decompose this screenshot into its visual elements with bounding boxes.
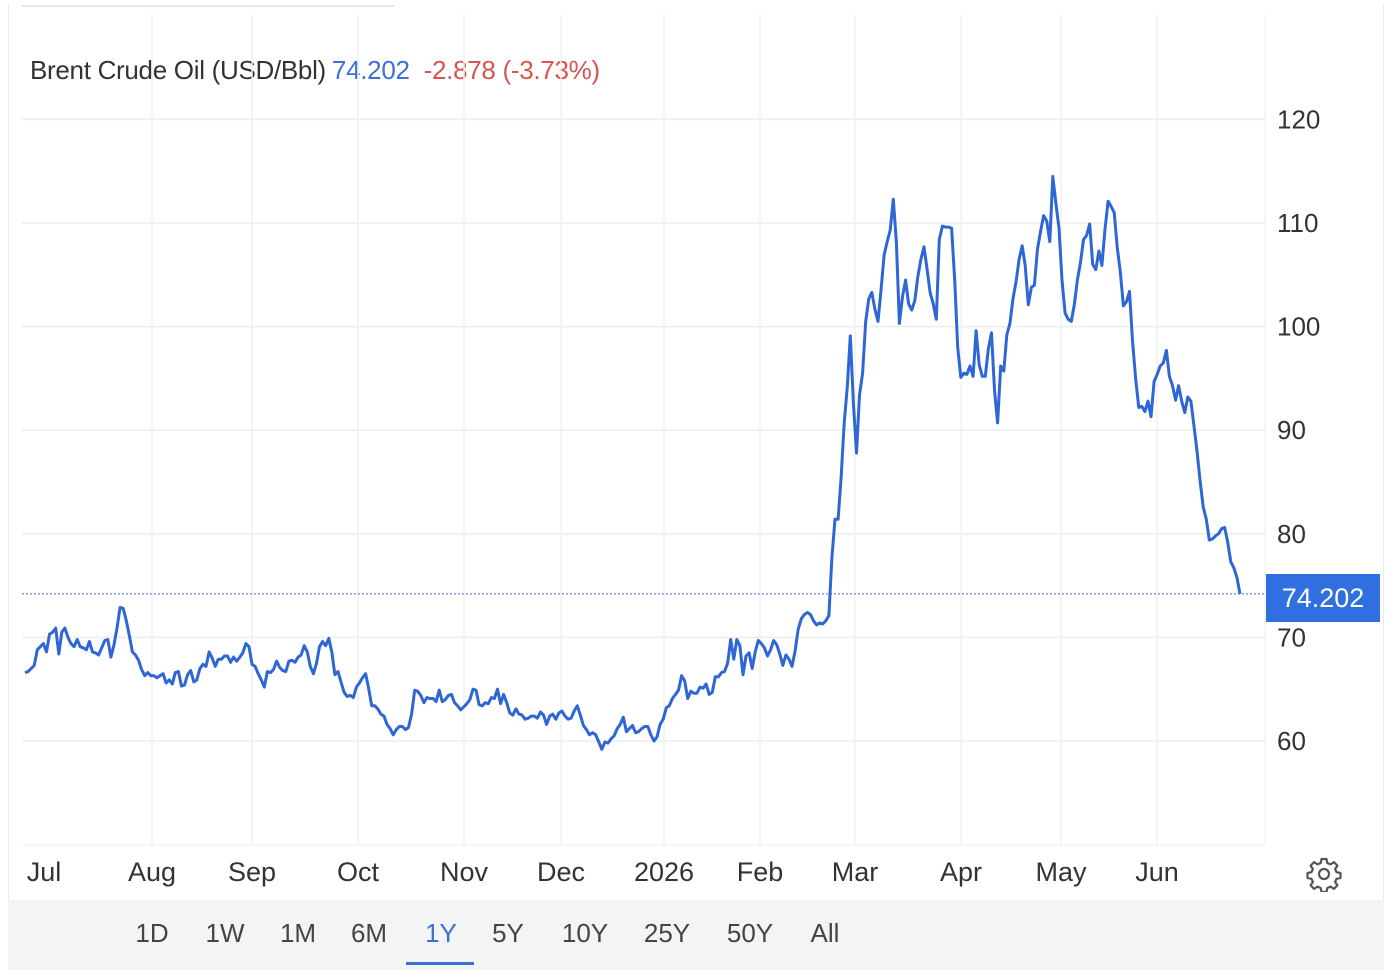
y-tick-label: 60	[1277, 726, 1306, 756]
x-tick-label: Oct	[337, 857, 380, 887]
x-tick-label: Jul	[27, 857, 62, 887]
range-button-1w[interactable]: 1W	[205, 918, 245, 948]
price-chart[interactable]: 60 70 80 90 100 110 120 Jul Aug Sep Oct Nov Dec 2026…	[0, 0, 1400, 900]
current-price: 74.202	[331, 55, 410, 85]
range-button-10y[interactable]: 10Y	[561, 918, 609, 948]
settings-button[interactable]	[1306, 856, 1342, 894]
x-tick-label: Nov	[440, 857, 489, 887]
x-tick-label: Apr	[940, 857, 982, 887]
x-axis-labels: Jul Aug Sep Oct Nov Dec 2026 Feb Mar Apr May Jun	[27, 857, 1179, 887]
chart-header: Brent Crude Oil (USD/Bbl) 74.202 -2.878 (-…	[30, 55, 600, 86]
y-tick-label: 80	[1277, 519, 1306, 549]
range-button-1m[interactable]: 1M	[279, 918, 317, 948]
range-selector-bar	[8, 900, 1384, 970]
last-value-badge: 74.202	[1266, 574, 1380, 622]
range-button-1y[interactable]: 1Y	[425, 918, 457, 948]
range-button-50y[interactable]: 50Y	[726, 918, 774, 948]
y-axis-labels: 60 70 80 90 100 110 120	[1277, 104, 1320, 756]
gear-icon	[1306, 857, 1342, 894]
y-tick-label: 120	[1277, 104, 1320, 134]
x-tick-label: Aug	[128, 857, 176, 887]
range-button-6m[interactable]: 6M	[350, 918, 388, 948]
x-tick-label: Mar	[832, 857, 879, 887]
x-tick-label: Sep	[228, 857, 276, 887]
instrument-title: Brent Crude Oil (USD/Bbl)	[30, 55, 326, 85]
x-tick-label: 2026	[634, 857, 694, 887]
range-button-all[interactable]: All	[810, 918, 840, 948]
x-tick-label: Dec	[537, 857, 585, 887]
range-button-5y[interactable]: 5Y	[492, 918, 524, 948]
y-tick-label: 100	[1277, 312, 1320, 342]
chart-widget	[8, 4, 1384, 970]
selected-range-indicator	[406, 962, 474, 965]
price-series-line	[24, 174, 1242, 751]
horizontal-gridlines	[22, 118, 1265, 742]
range-button-1d[interactable]: 1D	[135, 918, 169, 948]
x-tick-label: Jun	[1135, 857, 1179, 887]
tab-underline-decoration	[22, 5, 394, 7]
price-change: -2.878 (-3.73%)	[423, 55, 600, 85]
range-button-25y[interactable]: 25Y	[643, 918, 691, 948]
x-tick-label: Feb	[737, 857, 784, 887]
y-tick-label: 90	[1277, 415, 1306, 445]
y-tick-label: 110	[1277, 208, 1318, 238]
x-tick-label: May	[1035, 857, 1087, 887]
y-tick-label: 70	[1277, 622, 1306, 652]
